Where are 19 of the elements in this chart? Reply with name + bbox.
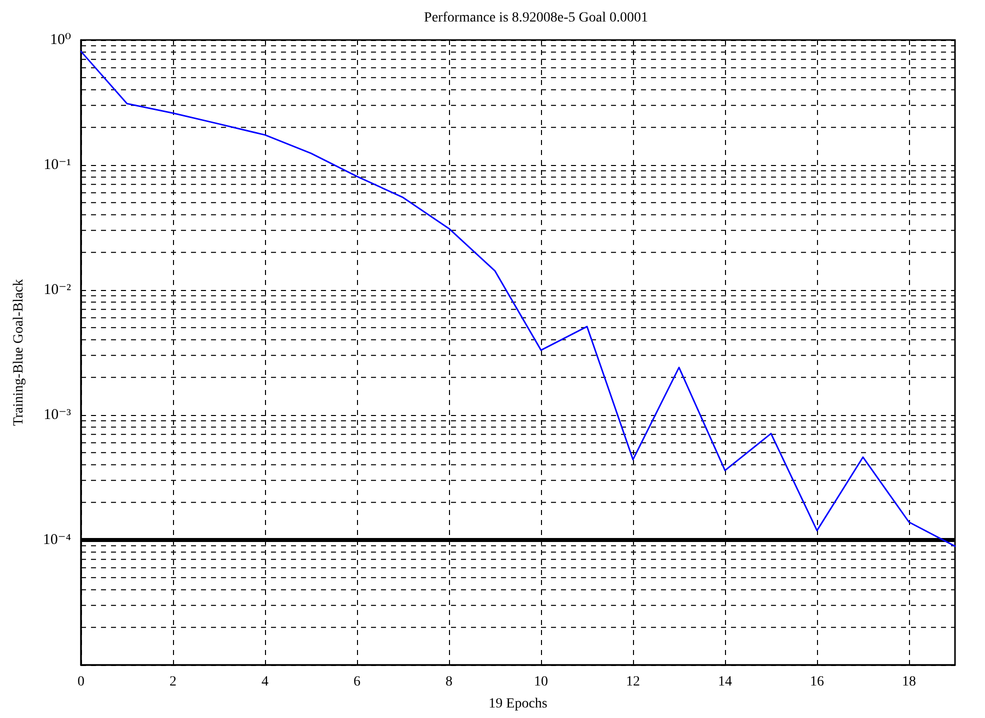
x-tick-label: 4 — [262, 674, 268, 690]
x-tick-label: 6 — [354, 674, 360, 690]
y-tick-label: 10⁰ — [50, 32, 71, 48]
line-series — [80, 50, 956, 547]
y-tick-label: 10⁻⁴ — [42, 532, 71, 548]
x-tick-label: 8 — [446, 674, 452, 690]
y-axis-title: Training-Blue Goal-Black — [12, 279, 26, 426]
x-tick-label: 0 — [78, 674, 84, 690]
x-tick-label: 14 — [718, 674, 732, 690]
x-tick-label: 10 — [534, 674, 548, 690]
x-tick-label: 18 — [902, 674, 916, 690]
y-tick-label: 10⁻² — [44, 282, 72, 298]
x-tick-label: 16 — [810, 674, 824, 690]
x-axis-title: 19 Epochs — [488, 696, 548, 712]
x-tick-label: 12 — [626, 674, 640, 690]
chart-title: Performance is 8.92008e-5 Goal 0.0001 — [424, 10, 648, 26]
y-tick-label: 10⁻³ — [44, 407, 72, 423]
y-tick-label: 10⁻¹ — [44, 157, 71, 173]
x-tick-label: 2 — [170, 674, 176, 690]
